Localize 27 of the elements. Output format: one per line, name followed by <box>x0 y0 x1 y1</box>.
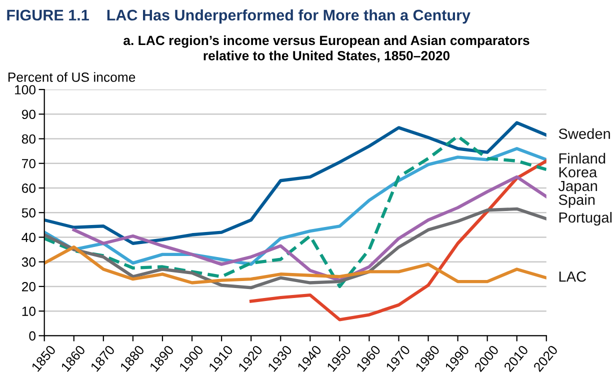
y-tick-label: 0 <box>29 331 36 341</box>
series-label: Spain <box>558 194 595 208</box>
y-tick-label: 100 <box>15 85 36 94</box>
series-label: Japan <box>558 180 597 194</box>
y-tick-label: 40 <box>22 232 36 242</box>
series-label: Portugal <box>559 212 612 226</box>
y-tick-label: 50 <box>22 208 36 218</box>
y-tick-label: 90 <box>22 110 36 120</box>
y-axis-title: Percent of US income <box>8 72 136 82</box>
series-label: Finland <box>559 152 606 164</box>
line-series <box>249 159 546 322</box>
y-tick-label: 10 <box>22 306 36 316</box>
line-series <box>44 121 546 245</box>
series-label: Korea <box>559 167 598 178</box>
series-label: LAC <box>559 271 586 282</box>
line-series <box>44 134 546 288</box>
y-tick-label: 80 <box>22 134 36 144</box>
line-series <box>44 207 546 290</box>
series-label: Sweden <box>558 128 610 139</box>
y-tick-label: 70 <box>22 158 36 168</box>
y-tick-label: 60 <box>22 184 36 193</box>
y-tick-label: 20 <box>22 282 36 292</box>
chart-title: FIGURE 1.1 LAC Has Underperformed for More than a Century <box>7 9 470 24</box>
line-series <box>44 245 546 284</box>
chart-subtitle: a. LAC region’s income versus European and Asian comparators relative to the United States, 1850–2020 <box>124 35 530 62</box>
y-tick-label: 30 <box>22 257 36 267</box>
line-series <box>72 175 546 282</box>
